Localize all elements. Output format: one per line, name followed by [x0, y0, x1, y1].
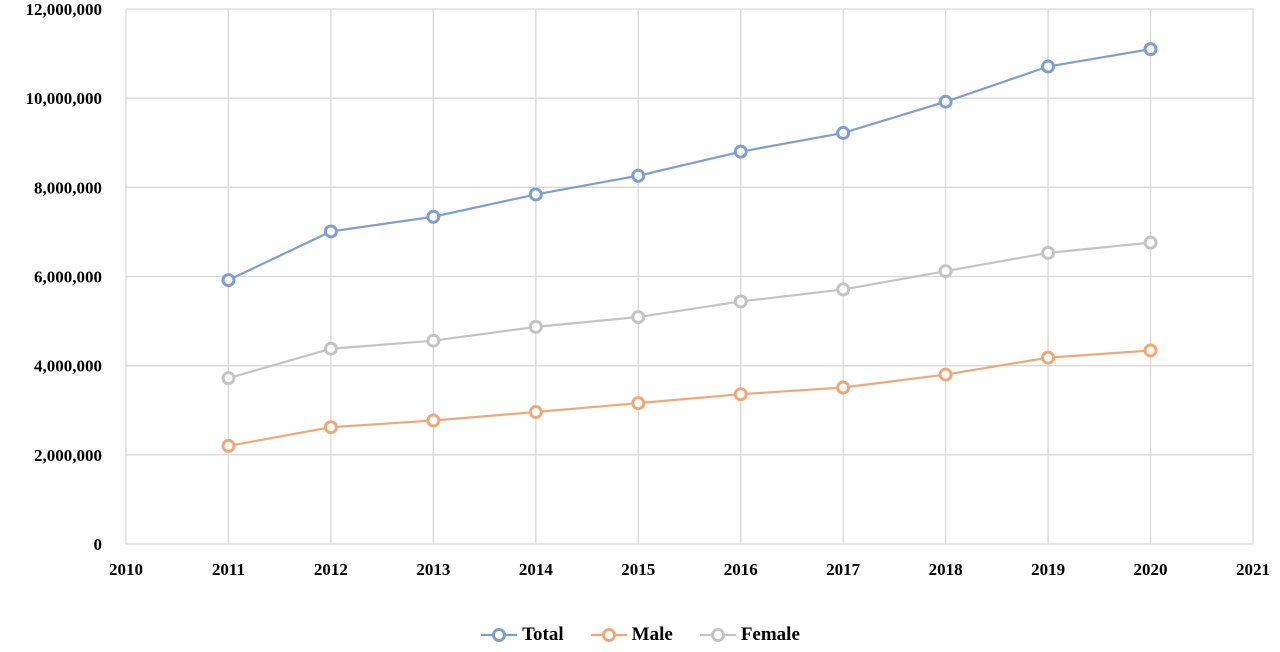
x-tick-label: 2015: [621, 560, 655, 579]
data-point-female: [938, 264, 953, 279]
y-tick-label: 0: [94, 535, 103, 554]
data-point-female: [528, 319, 543, 334]
data-point-male: [221, 438, 236, 453]
x-tick-label: 2016: [724, 560, 758, 579]
y-tick-label: 2,000,000: [34, 446, 102, 465]
series-line-total: [227, 48, 1151, 282]
data-point-female: [733, 294, 748, 309]
x-axis-ticks: 2010 2011 2012 2013 2014 2015 2016 2017 2018 2019…: [109, 560, 1270, 579]
data-point-male: [836, 380, 851, 395]
data-point-female: [836, 282, 851, 297]
data-point-total: [1041, 59, 1056, 74]
data-point-male: [938, 367, 953, 382]
series-group: [221, 42, 1158, 453]
legend-item-female: Female: [699, 624, 800, 646]
series-total: [221, 42, 1158, 288]
data-point-male: [1143, 343, 1158, 358]
legend-label: Male: [631, 624, 673, 645]
y-tick-label: 12,000,000: [26, 0, 103, 19]
data-point-total: [938, 94, 953, 109]
y-tick-label: 10,000,000: [26, 89, 103, 108]
line-chart: 0 2,000,000 4,000,000 6,000,000 8,000,000 10,…: [26, 0, 1271, 579]
legend-swatch-male: [590, 628, 627, 642]
y-axis-ticks: 0 2,000,000 4,000,000 6,000,000 8,000,000 10,…: [26, 0, 103, 554]
data-point-female: [1143, 235, 1158, 250]
legend-swatch-total: [481, 628, 518, 642]
y-tick-label: 6,000,000: [34, 268, 102, 287]
series-female: [221, 235, 1158, 386]
series-male: [221, 343, 1158, 453]
legend-item-total: Total: [480, 624, 564, 646]
data-point-total: [1143, 42, 1158, 57]
data-point-male: [631, 396, 646, 411]
x-tick-label: 2013: [416, 560, 450, 579]
data-point-total: [221, 273, 236, 288]
data-point-male: [426, 413, 441, 428]
data-point-male: [733, 387, 748, 402]
data-point-total: [528, 187, 543, 202]
data-point-male: [323, 420, 338, 435]
y-tick-label: 4,000,000: [34, 357, 102, 376]
x-tick-label: 2018: [929, 560, 963, 579]
data-point-total: [426, 209, 441, 224]
data-point-female: [426, 333, 441, 348]
x-tick-label: 2017: [826, 560, 861, 579]
legend-label: Total: [522, 624, 564, 645]
x-tick-label: 2020: [1134, 560, 1168, 579]
data-point-total: [733, 144, 748, 159]
grid-lines: [125, 8, 1254, 545]
x-tick-label: 2011: [212, 560, 245, 579]
data-point-female: [631, 310, 646, 325]
legend: Total Male Female: [0, 624, 1280, 646]
legend-label: Female: [740, 624, 800, 645]
data-point-total: [836, 125, 851, 140]
x-tick-label: 2019: [1031, 560, 1065, 579]
legend-swatch-female: [699, 628, 736, 642]
data-point-total: [631, 168, 646, 183]
legend-item-male: Male: [590, 624, 673, 646]
data-point-male: [528, 405, 543, 420]
data-point-female: [1041, 245, 1056, 260]
x-tick-label: 2012: [314, 560, 348, 579]
x-tick-label: 2021: [1236, 560, 1270, 579]
series-line-male: [228, 349, 1151, 447]
x-tick-label: 2014: [519, 560, 554, 579]
series-line-female: [228, 241, 1151, 380]
data-point-male: [1041, 350, 1056, 365]
y-tick-label: 8,000,000: [34, 178, 102, 197]
x-tick-label: 2010: [109, 560, 143, 579]
data-point-total: [323, 224, 338, 239]
data-point-female: [323, 341, 338, 356]
data-point-female: [221, 371, 236, 386]
